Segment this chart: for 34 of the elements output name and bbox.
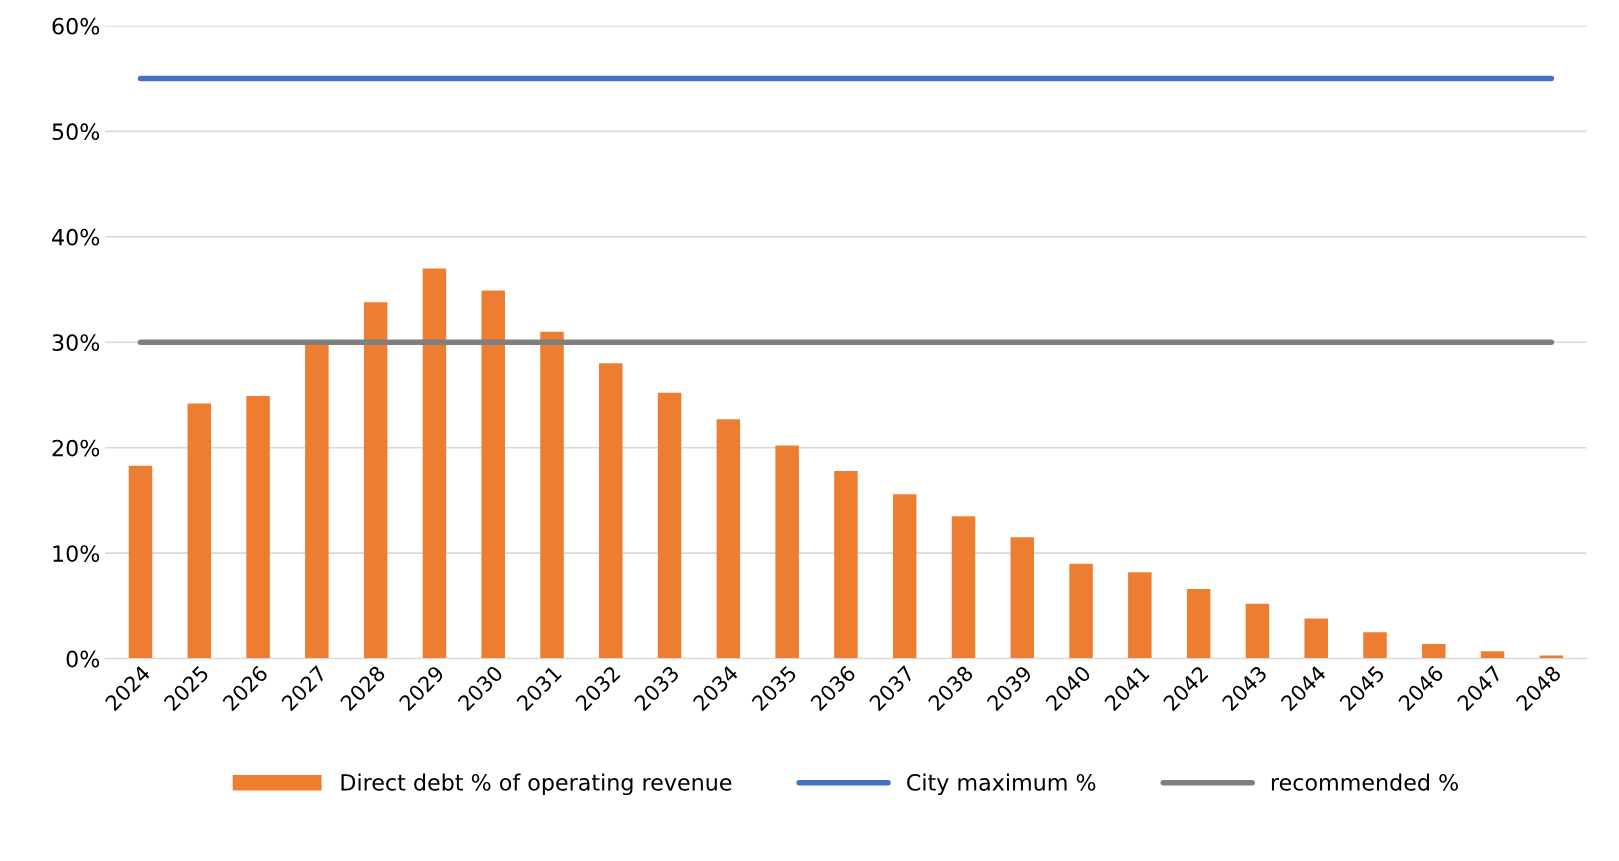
y-tick-label: 10%	[53, 545, 100, 562]
legend-label: Direct debt % of operating revenue	[341, 773, 732, 796]
y-tick-label: 60%	[52, 17, 100, 35]
bar	[775, 445, 799, 659]
bar	[540, 331, 564, 659]
bar	[1245, 603, 1270, 659]
bar	[599, 363, 623, 659]
legend-label: recommended %	[1271, 773, 1458, 791]
bar	[951, 516, 976, 659]
bar	[1010, 537, 1035, 659]
bar	[1186, 589, 1211, 659]
bar	[834, 470, 858, 659]
bar	[363, 302, 388, 659]
bar	[1128, 572, 1152, 659]
legend-label: City maximum %	[907, 773, 1096, 796]
bar	[1069, 563, 1093, 659]
y-tick-label: 0%	[66, 650, 100, 668]
bar	[657, 392, 682, 659]
y-tick-label: 50%	[52, 123, 100, 141]
bar	[305, 343, 329, 659]
bar	[1363, 632, 1387, 659]
y-tick-label: 20%	[52, 439, 100, 457]
y-tick-label: 30%	[52, 334, 100, 352]
bar	[892, 494, 917, 659]
bar	[422, 268, 447, 659]
bar	[128, 465, 153, 659]
bar	[1422, 643, 1446, 659]
bar	[187, 403, 212, 659]
bar	[1304, 618, 1328, 659]
bar	[481, 290, 505, 659]
bar	[1480, 651, 1505, 659]
y-tick-label: 40%	[52, 228, 100, 246]
bar	[716, 419, 741, 659]
bar	[246, 396, 270, 659]
